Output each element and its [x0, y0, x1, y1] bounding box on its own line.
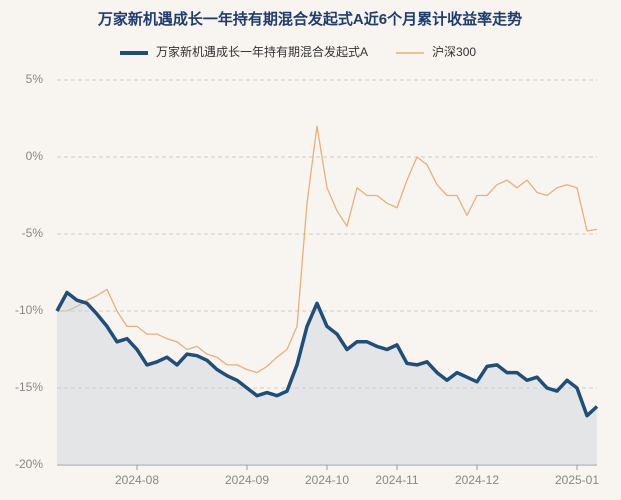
x-tick-label: 2025-01	[555, 473, 599, 487]
x-tick-label: 2024-10	[305, 473, 349, 487]
x-tick-label: 2024-12	[455, 473, 499, 487]
y-tick-label: -20%	[15, 457, 43, 471]
y-tick-label: -5%	[22, 226, 44, 240]
x-tick-label: 2024-11	[375, 473, 418, 487]
chart-title: 万家新机遇成长一年持有期混合发起式A近6个月累计收益率走势	[97, 10, 522, 28]
y-tick-label: -15%	[15, 380, 43, 394]
x-tick-label: 2024-08	[115, 473, 159, 487]
y-tick-label: 5%	[26, 72, 44, 86]
y-tick-label: -10%	[15, 303, 43, 317]
series-line	[55, 290, 599, 418]
legend-label: 万家新机遇成长一年持有期混合发起式A	[156, 44, 368, 59]
legend-label: 沪深300	[432, 45, 476, 59]
area	[57, 292, 597, 465]
y-tick-label: 0%	[26, 149, 44, 163]
x-tick-label: 2024-09	[225, 473, 269, 487]
series-line	[57, 125, 598, 374]
